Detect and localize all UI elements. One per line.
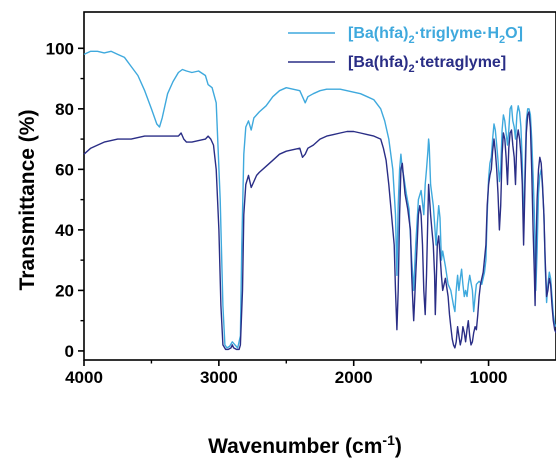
legend: [Ba(hfa)2·triglyme·H2O] [Ba(hfa)2·tetrag… bbox=[288, 25, 523, 75]
x-tick-label: 2000 bbox=[335, 368, 373, 387]
x-tick-label: 1000 bbox=[470, 368, 508, 387]
y-axis-title: Transmittance (%) bbox=[16, 110, 39, 291]
plot-area-border bbox=[83, 11, 556, 361]
y-tick-label: 100 bbox=[46, 39, 74, 58]
y-tick-label: 0 bbox=[65, 342, 74, 361]
x-axis-title: Wavenumber (cm-1) bbox=[208, 432, 402, 458]
series-layer bbox=[83, 50, 556, 351]
y-tick-label: 80 bbox=[55, 100, 74, 119]
ticks-layer: 4000 3000 2000 1000 0 20 40 60 80 100 bbox=[46, 39, 508, 387]
series-line-triglyme bbox=[83, 50, 556, 349]
series-line-tetraglyme bbox=[83, 111, 556, 351]
legend-label-triglyme: [Ba(hfa)2·triglyme·H2O] bbox=[348, 25, 523, 46]
y-tick-label: 60 bbox=[55, 160, 74, 179]
legend-label-tetraglyme: [Ba(hfa)2·tetraglyme] bbox=[348, 54, 506, 75]
y-tick-label: 20 bbox=[55, 281, 74, 300]
plot-frame bbox=[83, 11, 556, 361]
x-tick-label: 3000 bbox=[200, 368, 238, 387]
x-axis-title-close: ) bbox=[395, 435, 402, 458]
y-tick-label: 40 bbox=[55, 221, 74, 240]
x-tick-label: 4000 bbox=[65, 368, 103, 387]
x-axis-title-text: Wavenumber (cm bbox=[208, 435, 382, 458]
x-axis-title-superscript: -1 bbox=[382, 432, 395, 448]
